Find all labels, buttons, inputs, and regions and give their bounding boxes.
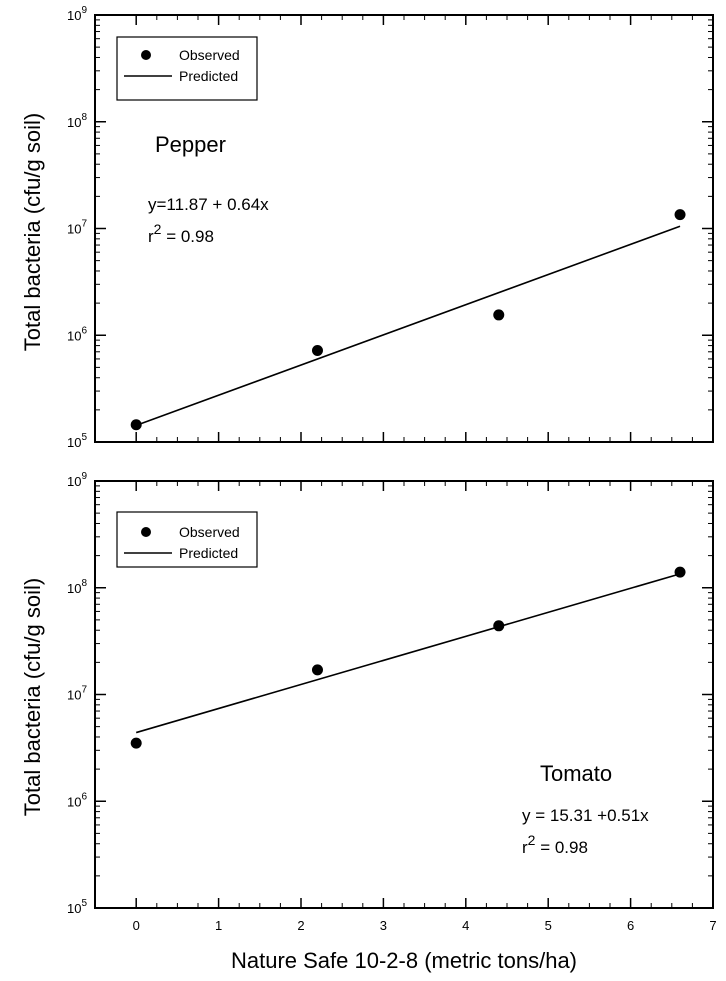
legend-box (116, 511, 258, 568)
x-tick-label: 5 (545, 918, 552, 933)
panel-label: Tomato (540, 761, 612, 786)
y-tick-label-base: 10 (67, 115, 81, 130)
y-tick-label-exponent: 9 (81, 471, 87, 482)
y-tick-label-exponent: 6 (81, 325, 87, 336)
r-squared-exponent: 2 (528, 832, 536, 848)
x-tick-label: 3 (380, 918, 387, 933)
observed-point (130, 737, 142, 749)
observed-point (493, 620, 505, 632)
r-squared: r2 = 0.98 (522, 832, 588, 857)
y-tick-label: 109 (67, 5, 87, 23)
legend-predicted-label: Predicted (179, 545, 238, 561)
legend-observed-marker (141, 50, 151, 60)
legend-observed-label: Observed (179, 524, 240, 540)
legend-observed-marker (141, 527, 151, 537)
y-tick-label-exponent: 7 (81, 685, 87, 696)
y-tick-label-base: 10 (67, 8, 81, 23)
regression-equation: y = 15.31 +0.51x (522, 806, 649, 825)
y-tick-label-base: 10 (67, 435, 81, 450)
y-tick-label: 108 (67, 578, 87, 596)
observed-point (674, 209, 686, 221)
x-tick-label: 4 (462, 918, 469, 933)
r-squared-prefix: r (148, 227, 154, 246)
x-tick-label: 6 (627, 918, 634, 933)
legend: Observed Predicted (116, 36, 258, 101)
legend: Observed Predicted (116, 511, 258, 568)
y-tick-label-exponent: 5 (81, 898, 87, 909)
y-tick-label: 106 (67, 325, 87, 343)
x-axis (135, 15, 714, 442)
y-tick-label-base: 10 (67, 222, 81, 237)
y-tick-label-exponent: 8 (81, 578, 87, 589)
x-axis-label: Nature Safe 10-2-8 (metric tons/ha) (231, 948, 577, 973)
x-tick-label: 0 (133, 918, 140, 933)
legend-predicted-label: Predicted (179, 68, 238, 84)
y-axis-label: Total bacteria (cfu/g soil) (20, 113, 45, 351)
y-tick-label-exponent: 9 (81, 5, 87, 16)
r-squared-exponent: 2 (154, 221, 162, 237)
y-axis-label: Total bacteria (cfu/g soil) (20, 578, 45, 816)
y-tick-label-base: 10 (67, 474, 81, 489)
r-squared-value: = 0.98 (535, 838, 587, 857)
y-tick-label: 106 (67, 791, 87, 809)
r-squared-prefix: r (522, 838, 528, 857)
y-tick-label: 108 (67, 112, 87, 130)
x-tick-label: 2 (297, 918, 304, 933)
x-axis: 0 1 2 3 4 5 6 7 (133, 481, 717, 933)
observed-point (311, 344, 323, 356)
y-tick-label: 105 (67, 898, 87, 916)
y-tick-label-exponent: 8 (81, 112, 87, 123)
y-tick-label: 109 (67, 471, 87, 489)
y-tick-label-base: 10 (67, 581, 81, 596)
x-tick-label: 7 (709, 918, 716, 933)
legend-box (116, 36, 258, 101)
y-tick-label-exponent: 7 (81, 219, 87, 230)
x-tick-label: 1 (215, 918, 222, 933)
observed-point (674, 566, 686, 578)
panel-label: Pepper (155, 132, 226, 157)
y-tick-label-base: 10 (67, 901, 81, 916)
regression-equation: y=11.87 + 0.64x (148, 195, 269, 214)
observed-point (493, 309, 505, 321)
y-tick-label-base: 10 (67, 328, 81, 343)
y-tick-label-exponent: 6 (81, 791, 87, 802)
y-tick-label: 105 (67, 432, 87, 450)
observed-point (311, 664, 323, 676)
y-tick-label-exponent: 5 (81, 432, 87, 443)
plot-area (130, 566, 686, 749)
y-tick-label: 107 (67, 219, 87, 237)
y-tick-label-base: 10 (67, 794, 81, 809)
predicted-line (135, 225, 681, 427)
predicted-line (135, 573, 681, 734)
r-squared-value: = 0.98 (161, 227, 213, 246)
r-squared: r2 = 0.98 (148, 221, 214, 246)
y-tick-label-base: 10 (67, 688, 81, 703)
legend-observed-label: Observed (179, 47, 240, 63)
plot-area (130, 209, 686, 431)
y-tick-label: 107 (67, 685, 87, 703)
